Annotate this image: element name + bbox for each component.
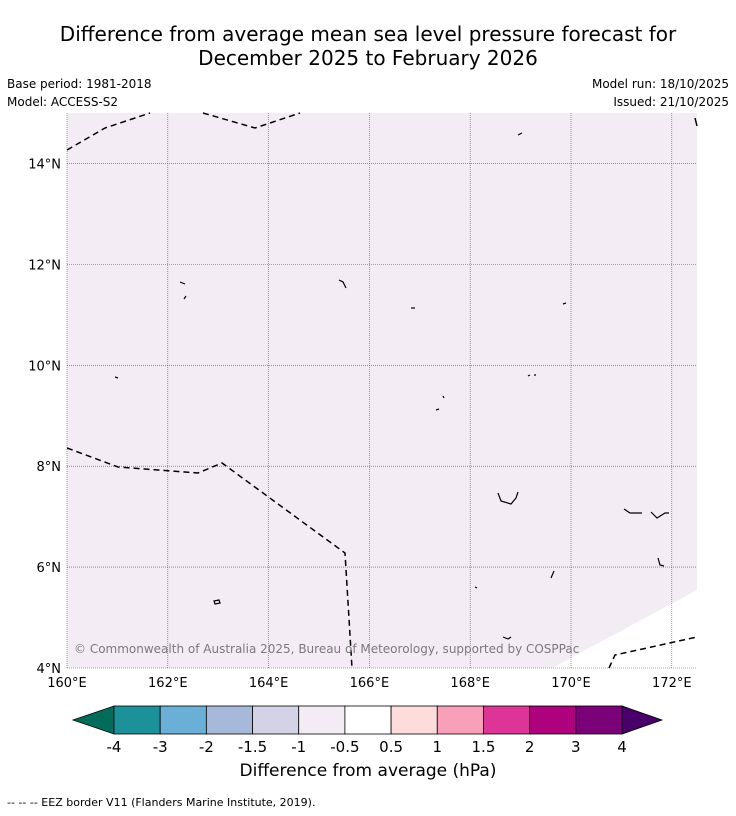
- colorbar-under-arrow: [71, 705, 115, 735]
- colorbar-over-arrow: [621, 705, 664, 735]
- colorbar-tick-label: -0.5: [330, 738, 359, 756]
- colorbar-tick-label: -3: [153, 738, 168, 756]
- colorbar-swatch: [344, 705, 392, 735]
- colorbar-tick-label: 2: [525, 738, 535, 756]
- map-figure: © Commonwealth of Australia 2025, Bureau…: [28, 112, 698, 756]
- colorbar-title: Difference from average (hPa): [239, 761, 497, 781]
- island: [623, 508, 669, 519]
- island: [179, 281, 187, 300]
- island: [213, 599, 221, 605]
- island: [114, 376, 119, 379]
- lat-tick-label: 8°N: [37, 460, 62, 475]
- colorbar-tick-label: 3: [571, 738, 581, 756]
- lon-tick-label: 164°E: [249, 676, 289, 691]
- colorbar-swatch: [298, 705, 346, 735]
- colorbar-swatch: [252, 705, 300, 735]
- lon-tick-label: 166°E: [350, 676, 390, 691]
- eez-border-north-2: [202, 112, 301, 129]
- island: [550, 557, 665, 579]
- colorbar-swatch: [390, 705, 438, 735]
- colorbar-tick-label: -4: [107, 738, 122, 756]
- colorbar-swatch: [436, 705, 484, 735]
- colorbar-tick-label: 4: [617, 738, 627, 756]
- axis-labels: 160°E 162°E 164°E 166°E 168°E 170°E 172°E 4°N 6°…: [28, 157, 691, 691]
- eez-border-northeast: [694, 117, 698, 127]
- colorbar-swatch: [205, 705, 253, 735]
- meta-right: Model run: 18/10/2025 Issued: 21/10/2025: [592, 75, 729, 111]
- lon-tick-label: 168°E: [450, 676, 490, 691]
- lat-tick-label: 12°N: [28, 258, 61, 273]
- colorbar-swatch: [575, 705, 623, 735]
- lat-tick-label: 10°N: [28, 359, 61, 374]
- island: [338, 279, 347, 289]
- title-line-1: Difference from average mean sea level p…: [59, 22, 677, 46]
- chart-title: Difference from average mean sea level p…: [0, 22, 736, 70]
- colorbar-swatch: [113, 705, 161, 735]
- island: [527, 374, 536, 377]
- island: [517, 132, 523, 136]
- lat-tick-label: 14°N: [28, 157, 61, 172]
- eez-border-southeast: [608, 636, 698, 669]
- colorbar-swatch: [159, 705, 207, 735]
- lon-tick-label: 170°E: [551, 676, 591, 691]
- map-area: © Commonwealth of Australia 2025, Bureau…: [66, 112, 698, 669]
- colorbar-tick-label: -2: [199, 738, 214, 756]
- eez-borders: [66, 112, 698, 669]
- colorbar-tick-label: -1.5: [238, 738, 267, 756]
- graticule: [66, 113, 697, 669]
- island: [497, 491, 519, 505]
- base-period: Base period: 1981-2018: [7, 77, 152, 91]
- colorbar-swatch: [483, 705, 531, 735]
- island: [502, 636, 512, 640]
- lat-tick-label: 6°N: [37, 561, 62, 576]
- eez-border-west: [66, 447, 353, 669]
- issued-date: Issued: 21/10/2025: [613, 95, 729, 109]
- pressure-anomaly-field: [67, 113, 697, 668]
- island: [562, 302, 567, 305]
- colorbar-tick-label: 1: [432, 738, 442, 756]
- eez-legend-note: -- -- -- EEZ border V11 (Flanders Marine…: [7, 796, 316, 809]
- model-name: Model: ACCESS-S2: [7, 95, 119, 109]
- meta-left: Base period: 1981-2018 Model: ACCESS-S2: [7, 75, 152, 111]
- lon-tick-label: 160°E: [47, 676, 87, 691]
- island: [474, 586, 478, 589]
- lat-tick-label: 4°N: [37, 662, 62, 677]
- islands: [114, 132, 669, 640]
- island: [435, 395, 445, 411]
- colorbar: -4 -3 -2 -1.5 -1 -0.5 0.5 1 1.5 2 3 4: [71, 705, 664, 756]
- lon-tick-label: 162°E: [148, 676, 188, 691]
- colorbar-tick-label: -1: [291, 738, 306, 756]
- eez-border-north: [66, 112, 151, 151]
- title-line-2: December 2025 to February 2026: [198, 46, 538, 70]
- model-run: Model run: 18/10/2025: [591, 77, 729, 91]
- colorbar-swatch: [529, 705, 577, 735]
- lon-tick-label: 172°E: [652, 676, 692, 691]
- copyright-text: © Commonwealth of Australia 2025, Bureau…: [74, 642, 579, 656]
- colorbar-tick-label: 0.5: [379, 738, 403, 756]
- colorbar-tick-label: 1.5: [472, 738, 496, 756]
